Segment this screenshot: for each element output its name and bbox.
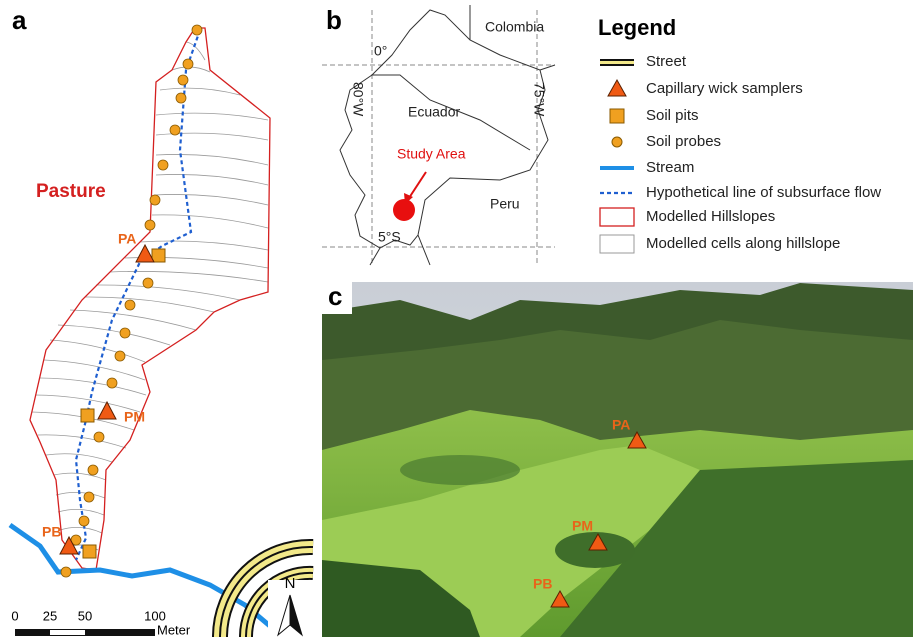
soil-probes [60,24,203,578]
contour-line [159,87,241,96]
pits [80,248,166,559]
contour-line [43,359,146,381]
country-outline [339,5,556,266]
contour-line [49,339,146,363]
contour-line [153,194,269,206]
soil-probe [144,219,156,231]
scale-bar [15,629,155,636]
contour-line [155,132,269,141]
contour-line [39,377,147,396]
legend-label: Soil probes [646,133,721,150]
contour-line [155,174,269,186]
legend-title: Legend [598,15,676,40]
scale-label: 25 [43,608,57,623]
contour-line [59,526,103,534]
contour-line [155,154,269,166]
contour-line [55,491,106,499]
stream [8,522,292,637]
soil-probe [78,515,90,527]
soil-probe [169,124,181,136]
contour-line [95,284,241,301]
street [212,538,314,637]
contour-line [53,472,107,481]
legend-label: Modelled Hillslopes [646,208,775,225]
annotation-arrow [408,171,427,199]
graticule [322,10,555,265]
sampler-label: PM [572,518,593,534]
scale-label: 50 [78,608,92,623]
country-label: Ecuador [408,104,460,120]
sampler-label: PB [533,576,552,592]
soil-probe [149,194,161,206]
scale-label: 0 [11,608,18,623]
graticule-label: 80°W [350,82,366,117]
scale-unit: Meter [157,622,191,637]
annotation: Study Area [397,146,466,162]
sampler-label: PM [124,409,145,425]
soil-probe [106,377,118,389]
wick-samplers [59,243,155,555]
contour-line [84,296,215,313]
contour-line [57,324,171,346]
study-area [393,199,415,221]
soil-probe [83,491,95,503]
scale-label: 100 [144,608,166,623]
photo [322,282,913,637]
sampler-label: PA [612,417,630,433]
soil-probe [93,431,105,443]
legend-symbols [599,59,635,254]
soil-probe [142,277,154,289]
contour-line [69,309,197,331]
sampler-label: PA [118,231,136,247]
wick-samplers-photo [550,430,647,608]
panel-label-bg [322,282,352,314]
legend-label: Hypothetical line of subsurface flow [646,184,881,201]
contour-line [185,41,206,61]
contour-line [139,240,269,251]
panel-label: c [328,281,342,311]
soil-probe [182,58,194,70]
subsurface-flow-line [74,29,202,561]
contour-line [45,453,113,463]
contour-line [109,271,269,283]
sampler-label: PB [42,524,61,540]
country-label: Peru [490,196,520,212]
hillslope-outline [29,27,271,571]
country-label: Colombia [485,19,544,35]
panel-label: b [326,5,342,35]
soil-probe [60,566,72,578]
soil-probe [114,350,126,362]
soil-probe [119,327,131,339]
panel-label: a [12,5,27,35]
site-label: Pasture [36,181,106,202]
soil-probe [175,92,187,104]
soil-probe [124,299,136,311]
contour-line [57,508,105,516]
legend-label: Modelled cells along hillslope [646,235,840,252]
soil-probe [177,74,189,86]
legend-label: Stream [646,159,694,176]
contour-line [155,112,269,121]
legend-label: Capillary wick samplers [646,80,803,97]
legend-label: Soil pits [646,107,699,124]
contour-line [151,214,269,229]
soil-probe [157,159,169,171]
graticule-label: 5°S [378,229,401,245]
legend-label: Street [646,53,687,70]
contour-lines [31,41,269,551]
soil-probe [87,464,99,476]
contour-line [34,394,141,413]
north-arrow [289,594,303,637]
graticule-label: 75°W [531,82,547,117]
north-label: N [285,575,296,592]
soil-probe [191,24,203,36]
graticule-label: 0° [374,43,387,59]
